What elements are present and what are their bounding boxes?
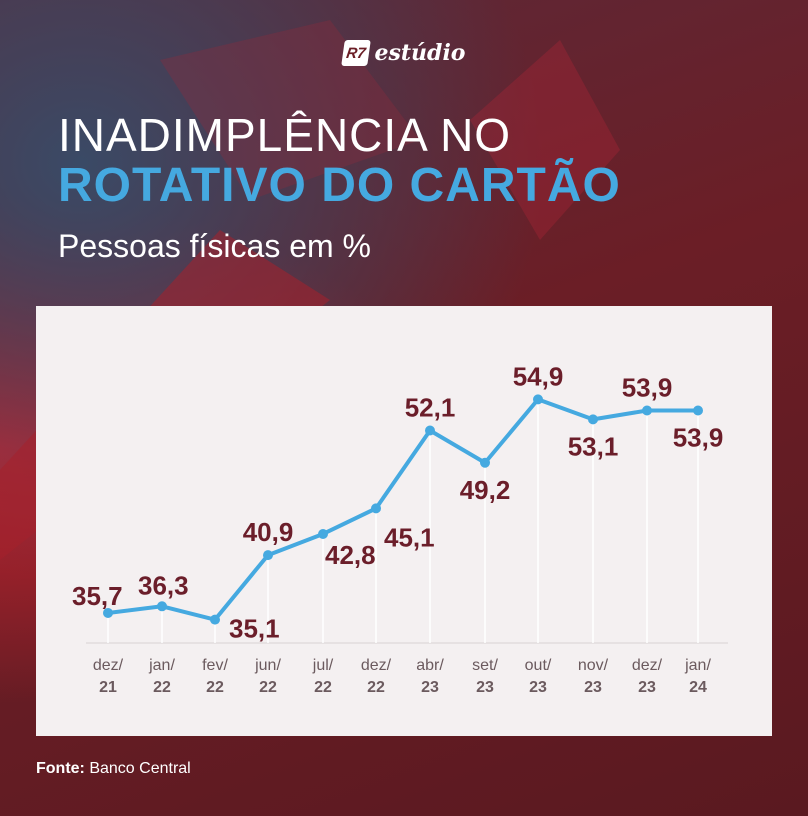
- title-line-1: INADIMPLÊNCIA NO: [58, 109, 512, 161]
- x-tick-year-2: 22: [206, 679, 224, 696]
- data-label-9: 53,1: [568, 431, 619, 461]
- data-point-10: [642, 405, 652, 416]
- x-tick-month-11: jan/: [684, 657, 711, 674]
- x-tick-month-6: abr/: [416, 657, 444, 674]
- data-point-8: [533, 394, 543, 405]
- x-tick-year-8: 23: [529, 679, 547, 696]
- data-label-7: 49,2: [460, 475, 511, 505]
- data-point-4: [318, 528, 328, 539]
- x-tick-year-11: 24: [689, 679, 707, 696]
- data-point-5: [371, 503, 381, 514]
- data-label-2: 35,1: [229, 614, 280, 644]
- x-tick-month-3: jun/: [254, 657, 281, 674]
- x-tick-year-7: 23: [476, 679, 494, 696]
- x-tick-year-10: 23: [638, 679, 656, 696]
- x-tick-month-5: dez/: [361, 657, 392, 674]
- chart-card: 35,7 36,3 35,1 40,9 42,8 45,1 52,1 49,2 54,9 53,1…: [36, 306, 772, 736]
- x-tick-month-0: dez/: [93, 657, 124, 674]
- source-note: Fonte: Banco Central: [36, 760, 191, 778]
- brand-logo: R7 estúdio: [0, 40, 808, 66]
- data-point-7: [480, 457, 490, 468]
- data-label-1: 36,3: [138, 570, 189, 600]
- line-chart: 35,7 36,3 35,1 40,9 42,8 45,1 52,1 49,2 54,9 53,1…: [72, 361, 728, 696]
- subtitle: Pessoas físicas em %: [58, 228, 371, 264]
- data-point-1: [157, 601, 167, 612]
- data-label-8: 54,9: [513, 361, 564, 391]
- data-label-5: 45,1: [384, 522, 435, 552]
- data-label-0: 35,7: [72, 581, 123, 611]
- data-point-6: [425, 425, 435, 436]
- x-tick-year-9: 23: [584, 679, 602, 696]
- r7-logo-icon: R7: [340, 40, 371, 66]
- x-tick-month-4: jul/: [312, 657, 334, 674]
- x-tick-year-1: 22: [153, 679, 171, 696]
- data-label-10: 53,9: [622, 372, 673, 402]
- title-line-2: ROTATIVO DO CARTÃO: [58, 159, 621, 212]
- data-point-11: [693, 405, 703, 416]
- x-tick-month-10: dez/: [632, 657, 663, 674]
- data-label-6: 52,1: [405, 393, 456, 423]
- data-point-0: [103, 607, 113, 618]
- brand-name: estúdio: [374, 40, 466, 66]
- x-tick-month-7: set/: [472, 657, 498, 674]
- x-tick-year-3: 22: [259, 679, 277, 696]
- data-point-2: [210, 614, 220, 625]
- series-line: [107, 397, 698, 622]
- data-label-11: 53,9: [673, 422, 724, 452]
- x-tick-year-6: 23: [421, 679, 439, 696]
- x-tick-year-0: 21: [99, 679, 117, 696]
- x-tick-month-8: out/: [525, 657, 552, 674]
- x-tick-month-2: fev/: [202, 657, 228, 674]
- data-point-3: [263, 550, 273, 561]
- x-tick-month-9: nov/: [578, 657, 609, 674]
- source-label: Fonte:: [36, 760, 85, 777]
- data-point-9: [588, 414, 598, 425]
- x-tick-year-4: 22: [314, 679, 332, 696]
- data-label-4: 42,8: [325, 540, 376, 570]
- decor-arrow-shape-2: [470, 40, 620, 240]
- data-label-3: 40,9: [243, 517, 294, 547]
- x-tick-year-5: 22: [367, 679, 385, 696]
- source-value: Banco Central: [89, 760, 191, 777]
- x-tick-month-1: jan/: [148, 657, 175, 674]
